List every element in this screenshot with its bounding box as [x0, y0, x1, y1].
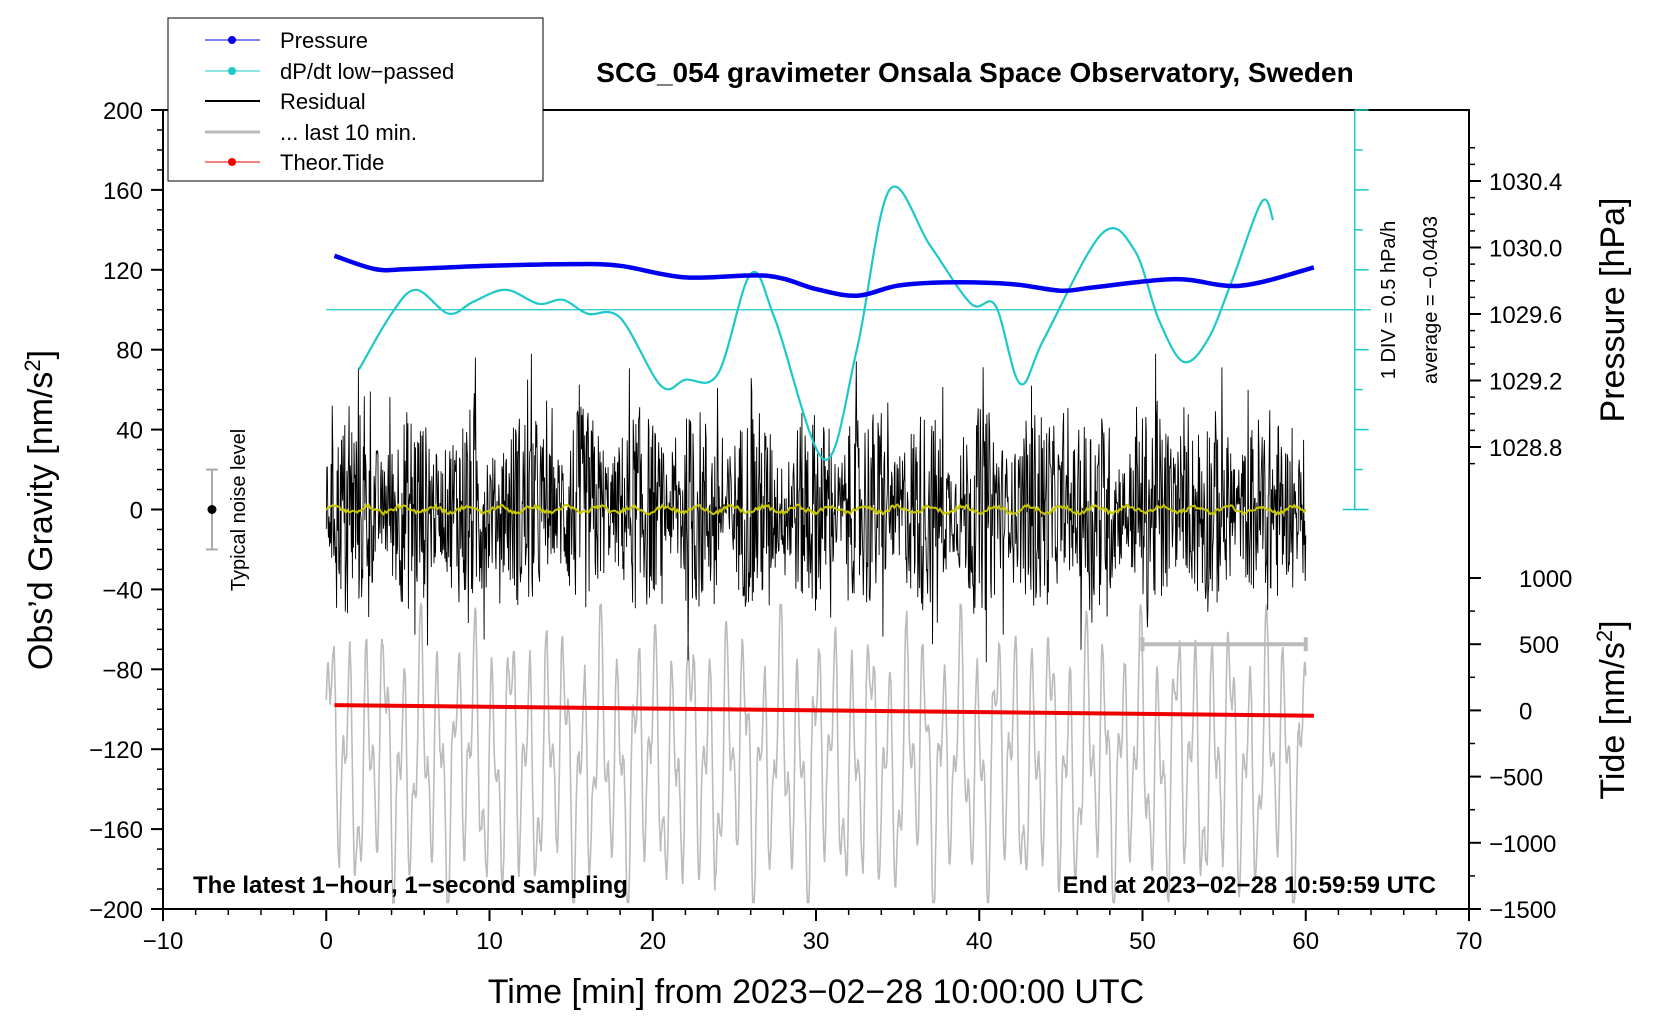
- x-tick-label: −10: [143, 928, 184, 955]
- dpdt-scale-label: 1 DIV = 0.5 hPa/h: [1378, 221, 1400, 379]
- y-axis-title-gravity: Obs’d Gravity [nm/s2]: [20, 350, 61, 670]
- legend-last10-label: ... last 10 min.: [280, 120, 417, 145]
- last10-trace: [325, 601, 1307, 905]
- legend-pressure-label: Pressure: [280, 28, 368, 53]
- traces-layer: [205, 185, 1372, 905]
- y-tick-label: −120: [89, 737, 143, 764]
- y-tick-label: 160: [103, 178, 143, 205]
- pressure-tick-label: 1030.0: [1489, 236, 1562, 263]
- dpdt-trace: [357, 185, 1275, 461]
- dpdt-average-label: average = −0.0403: [1420, 216, 1442, 384]
- tide-tick-label: −1500: [1489, 897, 1556, 924]
- x-tick-label: 20: [639, 928, 666, 955]
- y-tick-label: −40: [102, 577, 143, 604]
- x-axis-title: Time [min] from 2023−02−28 10:00:00 UTC: [488, 973, 1144, 1011]
- chart-title: SCG_054 gravimeter Onsala Space Observat…: [596, 57, 1353, 88]
- y-tick-label: 0: [130, 498, 143, 525]
- residual-smoothed-trace: [325, 502, 1307, 517]
- footer-left: The latest 1−hour, 1−second sampling: [193, 872, 628, 899]
- legend-dpdt-marker: [228, 67, 236, 75]
- y-tick-label: 40: [116, 418, 143, 445]
- y-tick-label: 120: [103, 258, 143, 285]
- legend-dpdt-label: dP/dt low−passed: [280, 59, 454, 84]
- legend-tide-label: Theor.Tide: [280, 150, 384, 175]
- y-axis-title-pressure: Pressure [hPa]: [1594, 198, 1632, 423]
- y-axis-title-tide: Tide [nm/s2]: [1592, 620, 1633, 799]
- y-axis-title-gravity-sup: 2: [20, 359, 45, 371]
- footer-right: End at 2023−02−28 10:59:59 UTC: [1062, 872, 1436, 899]
- noise-bar-center: [207, 505, 217, 514]
- pressure-tick-label: 1030.4: [1489, 169, 1562, 196]
- legend-frame: [167, 17, 544, 182]
- y-tick-label: −80: [102, 657, 143, 684]
- x-tick-label: 30: [803, 928, 830, 955]
- tide-tick-label: 500: [1519, 632, 1559, 659]
- pressure-tick-label: 1029.2: [1489, 369, 1562, 396]
- y-tick-label: 80: [116, 338, 143, 365]
- pressure-tick-label: 1028.8: [1489, 435, 1562, 462]
- tide-tick-label: −1000: [1489, 831, 1556, 858]
- x-tick-label: 60: [1292, 928, 1319, 955]
- axes-layer: −10 0 10 20 30 40 50 60 70 200 160 120 80 40 0 −40 −80 −1…: [89, 98, 1572, 955]
- pressure-trace: [333, 253, 1315, 298]
- x-tick-label: 50: [1129, 928, 1156, 955]
- x-tick-label: 0: [320, 928, 333, 955]
- noise-level-label: Typical noise level: [228, 429, 250, 591]
- legend-tide-marker: [228, 158, 236, 166]
- y-tick-label: −200: [89, 897, 143, 924]
- tide-trace: [334, 703, 1314, 718]
- tide-tick-label: 0: [1519, 698, 1532, 725]
- x-tick-label: 70: [1456, 928, 1483, 955]
- x-tick-label: 10: [476, 928, 503, 955]
- tide-tick-label: −500: [1489, 765, 1543, 792]
- y-axis-title-gravity-main: Obs’d Gravity [nm/s: [22, 372, 60, 671]
- y-axis-title-tide-sup: 2: [1592, 630, 1617, 642]
- y-tick-label: 200: [103, 98, 143, 125]
- tide-tick-label: 1000: [1519, 566, 1572, 593]
- x-tick-label: 40: [966, 928, 993, 955]
- y-axis-title-tide-main: Tide [nm/s: [1594, 642, 1632, 799]
- y-axis-title-gravity-end: ]: [22, 350, 60, 359]
- legend: Pressure dP/dt low−passed Residual ... l…: [167, 17, 544, 182]
- y-tick-label: −160: [89, 817, 143, 844]
- pressure-tick-label: 1029.6: [1489, 302, 1562, 329]
- legend-pressure-marker: [228, 36, 236, 44]
- legend-residual-label: Residual: [280, 89, 366, 114]
- residual-trace: [325, 353, 1307, 663]
- y-axis-title-tide-end: ]: [1594, 620, 1632, 629]
